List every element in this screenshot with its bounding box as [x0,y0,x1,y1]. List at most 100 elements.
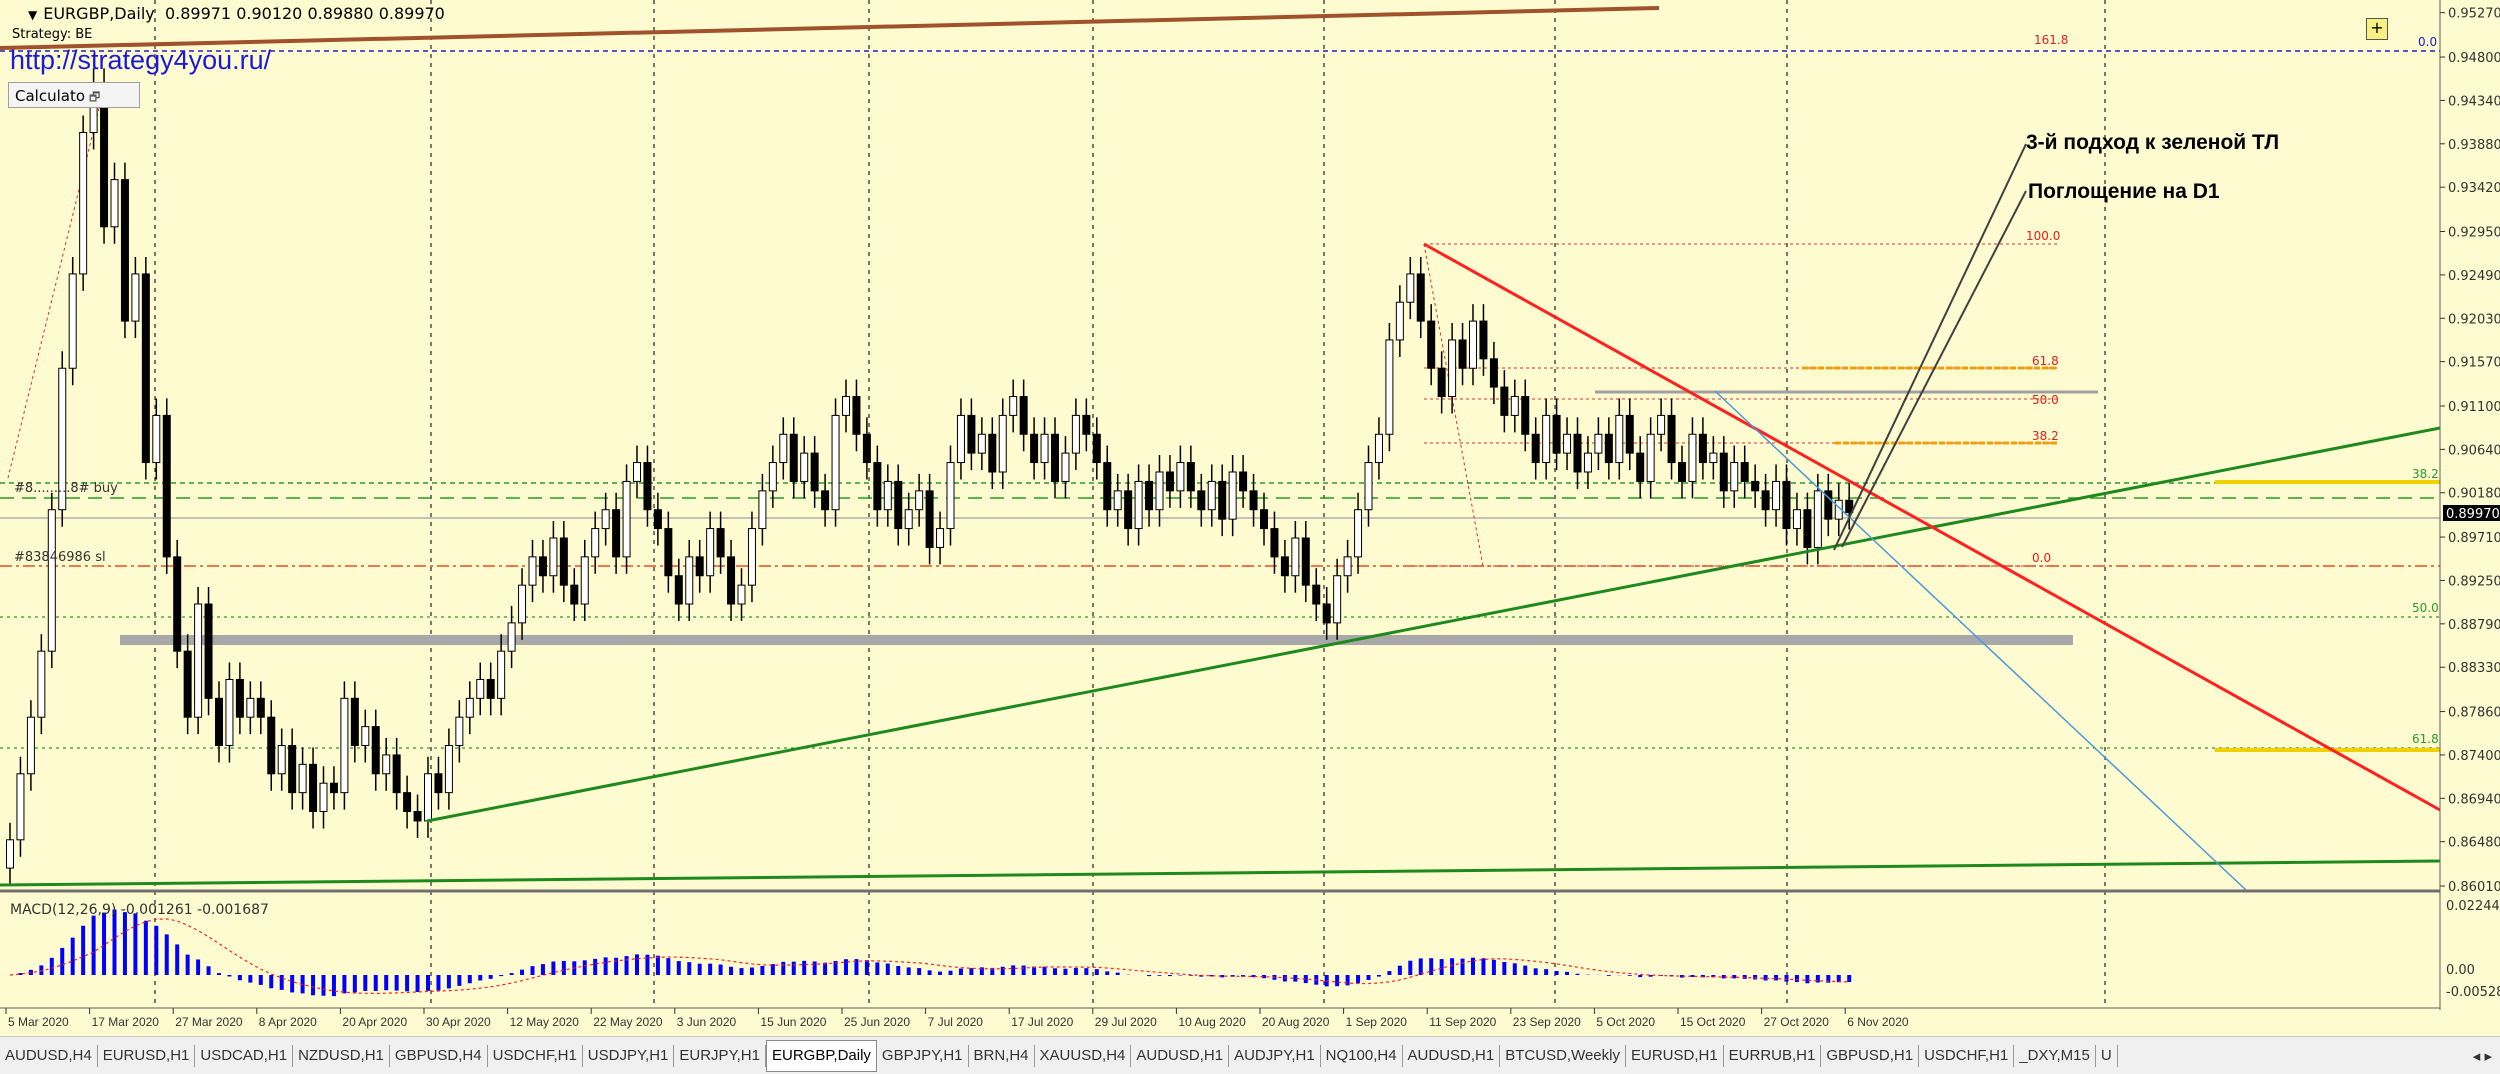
tab-audjpy-h1[interactable]: AUDJPY,H1 [1229,1044,1321,1067]
bull-candle [998,414,1007,473]
tab-btcusd-weekly[interactable]: BTCUSD,Weekly [1500,1044,1626,1067]
bear-candle [1280,556,1289,577]
bull-candle [1542,414,1551,464]
order-buy-label: #8.........8# buy [14,481,118,496]
bull-candle [361,726,370,746]
bull-candle [758,490,767,530]
fib-label: 61.8 [2032,354,2059,368]
tab-gbpusd-h4[interactable]: GBPUSD,H4 [390,1044,488,1067]
bear-candle [1521,396,1530,435]
symbol-label: EURGBP,Daily [43,4,155,23]
bull-candle [1646,433,1655,482]
date-label: 27 Oct 2020 [1764,1015,1830,1029]
tab-xauusd-h4[interactable]: XAUUSD,H4 [1035,1044,1132,1067]
bull-candle [915,490,924,511]
tab-eurrub-h1[interactable]: EURRUB,H1 [1724,1044,1822,1067]
date-label: 5 Mar 2020 [8,1015,69,1029]
price-axis[interactable]: 0.95270 0.94800 0.94340 0.93880 0.93420 0.929… [2440,7,2500,895]
bear-candle [1678,462,1686,482]
tab-usdcad-h1[interactable]: USDCAD,H1 [195,1044,294,1067]
tab-usdjpy-h1[interactable]: USDJPY,H1 [583,1044,675,1067]
bear-candle [1092,433,1101,464]
bear-candle [434,773,443,794]
tab-u[interactable]: U [2096,1044,2118,1067]
bull-candle [1792,509,1801,530]
tab-nzdusd-h1[interactable]: NZDUSD,H1 [293,1044,390,1067]
bull-candle [47,509,56,652]
tab-usdchf-h1[interactable]: USDCHF,H1 [1919,1044,2015,1067]
bear-candle [538,556,547,577]
bear-candle [988,433,997,473]
tab-usdchf-h1[interactable]: USDCHF,H1 [488,1044,583,1067]
bull-candle [298,763,307,794]
date-label: 15 Oct 2020 [1680,1015,1746,1029]
bear-candle [862,433,871,464]
calculator-label: Calculato [15,87,86,105]
bear-candle [612,509,621,558]
tab-scroll-arrows-icon[interactable]: ◂ ▸ [2472,1047,2492,1065]
bear-candle [852,396,861,435]
watermark-link[interactable]: http://strategy4you.ru/ [10,45,272,75]
tab-audusd-h1[interactable]: AUDUSD,H1 [1403,1044,1501,1067]
expand-button[interactable]: + [2366,18,2388,40]
tab-gbpusd-h1[interactable]: GBPUSD,H1 [1821,1044,1920,1067]
bear-candle [1552,414,1561,454]
bull-candle [904,509,913,530]
resistance-trendline[interactable] [1423,242,2441,812]
bull-candle [1343,556,1352,577]
bear-candle [873,462,882,511]
fib-label: 38.2 [2032,429,2059,443]
tab-audusd-h4[interactable]: AUDUSD,H4 [0,1044,98,1067]
bull-candle [779,433,788,464]
long-term-trendline-green[interactable] [0,859,2441,887]
bull-candle [225,678,234,746]
bull-candle [340,697,349,794]
tab-eurjpy-h1[interactable]: EURJPY,H1 [674,1044,766,1067]
bull-candle [580,556,589,605]
bull-candle [1134,480,1143,530]
bear-candle [1427,320,1436,369]
bull-candle [528,556,537,586]
price-axis-label: 0.87400 [2448,749,2500,764]
tab-gbpjpy-h1[interactable]: GBPJPY,H1 [877,1044,969,1067]
long-term-trendline-brown[interactable] [0,6,1660,50]
price-axis-label: 0.89710 [2448,531,2500,546]
bear-candle [1239,471,1248,492]
bull-candle [977,433,986,454]
bear-candle [183,650,192,718]
tab-nq100-h4[interactable]: NQ100,H4 [1321,1044,1403,1067]
chart[interactable]: 161.8 100.0 61.8 50.0 38.2 0.0 0.0 38.2 … [0,0,2500,1036]
price-axis-label: 0.90640 [2448,443,2500,458]
support-zone[interactable] [120,635,2073,645]
tab-audusd-h1[interactable]: AUDUSD,H1 [1131,1044,1230,1067]
collapse-triangle-icon[interactable]: ▼ [28,8,38,22]
restore-window-icon[interactable]: 🗗 [89,90,101,104]
calculator-panel[interactable]: Calculato 🗗 [8,82,140,108]
bear-candle [1218,480,1227,520]
tab-eurusd-h1[interactable]: EURUSD,H1 [1626,1044,1724,1067]
bull-candle [476,678,485,699]
bear-candle [559,537,568,586]
date-label: 20 Apr 2020 [342,1015,407,1029]
channel-line-blue[interactable] [1714,390,2247,891]
support-trendline[interactable] [426,426,2441,823]
time-axis[interactable]: 5 Mar 2020 17 Mar 2020 27 Mar 2020 8 Apr 20… [5,1008,1909,1029]
bear-candle [821,490,830,511]
bear-candle [695,556,704,577]
tab-eurusd-h1[interactable]: EURUSD,H1 [98,1044,196,1067]
tab--dxy-m15[interactable]: _DXY,M15 [2014,1044,2096,1067]
date-label: 3 Jun 2020 [677,1015,737,1029]
bear-candle [664,528,673,577]
tab-brn-h4[interactable]: BRN,H4 [969,1044,1035,1067]
annotation-arrow[interactable] [1841,190,2027,548]
bear-candle [1030,433,1039,464]
strategy-label: Strategy: BE [12,27,93,42]
bear-candle [141,273,150,464]
bear-candle [1103,462,1112,511]
bull-candle [444,744,453,794]
annotation-arrow[interactable] [1833,143,2027,551]
bear-candle [570,584,579,605]
tab-eurgbp-daily[interactable]: EURGBP,Daily [765,1039,877,1072]
bear-candle [1322,603,1331,624]
bear-candle [371,726,380,775]
